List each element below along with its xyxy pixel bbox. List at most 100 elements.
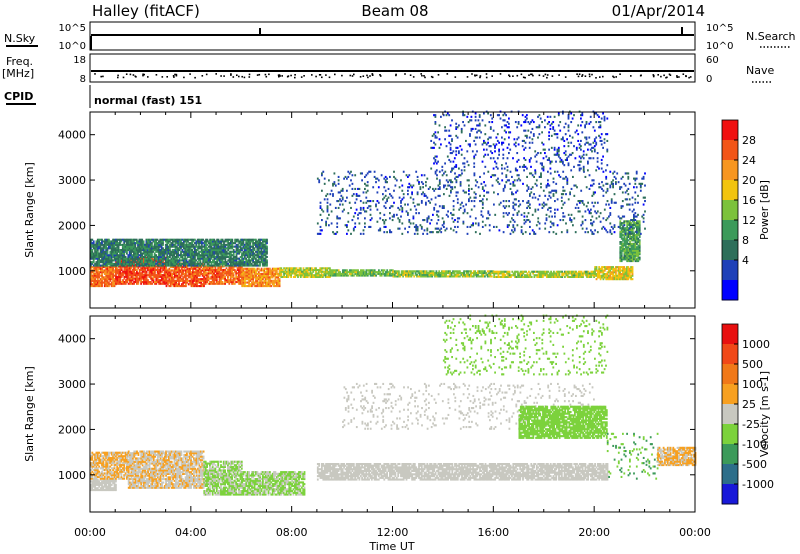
- data-cell-band-7: [470, 272, 472, 275]
- data-cell-band-1: [119, 267, 122, 270]
- data-cell-band-11: [106, 264, 109, 267]
- data-cell-band-11: [167, 264, 170, 267]
- data-cell-band-11: [99, 252, 102, 255]
- data-cell-band-11: [141, 262, 144, 265]
- data-cell-band-1: [159, 279, 162, 282]
- data-cell-band-12: [336, 222, 339, 225]
- data-cell-band-1: [152, 279, 155, 282]
- data-cell-band-7: [456, 275, 459, 278]
- data-cell-band-11: [213, 238, 216, 241]
- data-cell-band-8: [526, 275, 529, 278]
- data-cell-band-11: [263, 254, 266, 257]
- data-cell-band-7: [421, 270, 424, 273]
- data-cell-band-4: [262, 285, 264, 288]
- data-cell-band-11: [227, 238, 230, 241]
- data-cell-band-3: [211, 272, 214, 275]
- data-cell-band-2: [180, 269, 183, 272]
- data-cell-band-3: [238, 282, 240, 285]
- data-cell-band-11: [248, 250, 250, 253]
- data-cell-band-11: [264, 255, 267, 258]
- data-cell-band-11: [152, 264, 155, 267]
- data-cell-band-11: [170, 250, 173, 253]
- data-cell-band-9: [598, 271, 601, 274]
- nsky-right-tick-bottom: 10^0: [706, 41, 733, 52]
- data-cell-band-4: [256, 276, 259, 279]
- data-cell-band-11: [255, 264, 257, 267]
- data-cell-band-11: [257, 257, 260, 260]
- data-cell-band-11: [162, 264, 164, 267]
- data-cell-band-8: [554, 274, 557, 277]
- data-cell-band-3: [209, 277, 211, 280]
- data-cell-band-5: [301, 274, 303, 277]
- data-cell-band-12: [341, 210, 344, 213]
- data-cell-band-9: [602, 274, 605, 277]
- data-cell-band-11: [176, 257, 178, 260]
- data-cell-band-2: [167, 272, 169, 275]
- data-cell-band-5: [284, 269, 287, 272]
- data-cell-band-11: [189, 257, 192, 260]
- data-cell-band-11: [115, 247, 117, 250]
- data-cell-band-11: [144, 262, 146, 265]
- data-cell-band-11: [145, 247, 148, 250]
- data-cell-band-7: [406, 272, 409, 275]
- data-cell-band-2: [169, 276, 172, 279]
- data-cell-band-1: [151, 277, 154, 280]
- data-cell-band-0: [90, 285, 92, 288]
- data-cell-band-6: [380, 269, 383, 272]
- data-cell-band-4: [241, 276, 244, 279]
- data-cell-band-11: [170, 264, 173, 267]
- nave-dots: [94, 73, 692, 79]
- data-cell-band-1: [137, 274, 140, 277]
- data-cell-band-4: [267, 272, 270, 275]
- data-cell-band-1: [124, 268, 127, 271]
- nave-dot: [437, 74, 440, 76]
- data-cell-band-11: [203, 247, 206, 250]
- data-cell-band-1: [118, 282, 120, 285]
- data-cell-band-0: [101, 276, 103, 279]
- data-cell-band-0: [101, 285, 103, 288]
- data-cell-band-4: [273, 281, 275, 284]
- data-cell-band-3: [229, 281, 232, 284]
- data-cell-band-9: [628, 267, 631, 270]
- data-cell-band-6: [343, 269, 346, 272]
- data-cell-band-9: [631, 273, 634, 276]
- data-cell-band-1: [161, 275, 163, 278]
- data-cell-band-8: [536, 270, 539, 273]
- data-cell-band-8: [503, 270, 505, 273]
- data-cell-band-10: [620, 249, 623, 252]
- data-cell-band-8: [497, 275, 500, 278]
- data-cell-band-9: [612, 278, 614, 281]
- data-cell-band-2: [175, 285, 178, 288]
- data-cell-band-2: [175, 274, 178, 277]
- data-cell-band-11: [246, 262, 249, 265]
- data-cell-band-11: [188, 250, 191, 253]
- nave-label: Nave: [746, 64, 774, 77]
- data-cell-band-11: [170, 257, 173, 260]
- data-cell-band-11: [159, 238, 162, 241]
- data-cell-band-11: [187, 243, 189, 246]
- data-cell-band-11: [191, 238, 193, 241]
- nave-dot: [584, 75, 587, 77]
- data-cell-band-11: [210, 245, 213, 248]
- data-cell-band-10: [624, 244, 627, 247]
- data-cell-band-11: [163, 262, 166, 265]
- data-cell-band-10: [626, 241, 629, 244]
- data-cell-band-1: [140, 275, 142, 278]
- data-cell-band-3: [220, 277, 222, 280]
- data-cell-band-11: [112, 245, 114, 248]
- nave-dot: [612, 75, 614, 78]
- data-cell-band-11: [146, 255, 149, 258]
- data-cell-band-0: [115, 274, 117, 277]
- data-cell-band-12: [321, 229, 323, 232]
- data-cell-band-8: [533, 274, 536, 277]
- data-cell-band-10: [630, 254, 633, 257]
- data-cell-band-10: [637, 254, 640, 257]
- data-cell-band-10: [638, 249, 641, 252]
- data-cell-band-1: [134, 277, 137, 280]
- data-cell-band-11: [177, 252, 180, 255]
- data-cell-band-7: [457, 273, 460, 276]
- data-cell-band-11: [234, 264, 236, 267]
- data-cell-band-4: [271, 271, 274, 274]
- data-cell-band-6: [368, 272, 371, 275]
- data-cell-band-10: [620, 241, 623, 244]
